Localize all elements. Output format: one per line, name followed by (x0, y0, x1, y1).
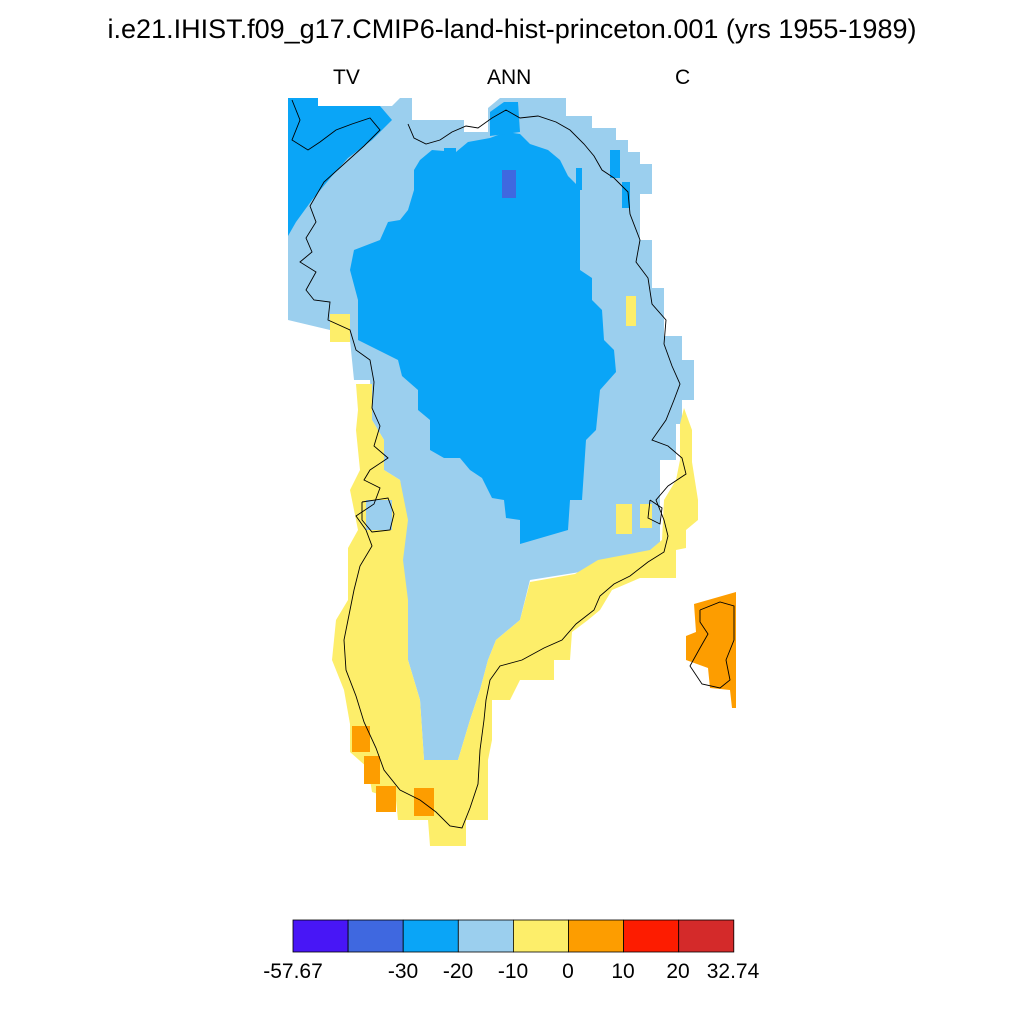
colorbar-swatch (292, 919, 349, 953)
region-orange-cell-2 (364, 756, 380, 784)
colorbar-swatch (678, 919, 735, 953)
region-yellow-cell-ne (626, 296, 636, 326)
coastline-greenland (291, 99, 687, 829)
region-yellow-coast-west (332, 384, 698, 846)
subtitle-season: ANN (487, 66, 532, 89)
region-blue-north-fjord (490, 102, 520, 136)
colorbar (292, 919, 735, 953)
coastline-inner-fjord-a (361, 497, 395, 533)
colorbar-tick-label: -57.67 (263, 960, 323, 983)
region-blue-strip-a (444, 148, 456, 190)
colorbar-swatch (402, 919, 459, 953)
region-blue-strip-b (458, 158, 466, 192)
region-blue-strip-e (576, 168, 582, 190)
region-orange-cell-1 (352, 726, 370, 752)
colorbar-tick-label: 20 (666, 960, 690, 983)
colorbar-tick-label: 10 (611, 960, 635, 983)
region-orange-cell-3 (376, 786, 396, 812)
colorbar-tick-label: -20 (442, 960, 474, 983)
colorbar-tick-label: -30 (387, 960, 419, 983)
subtitle-variable: TV (333, 66, 360, 89)
region-yellow-cell-e2 (640, 504, 652, 528)
region-lightblue-lake (366, 500, 392, 530)
region-blue-strip-c (610, 150, 620, 178)
region-darkblue-cell (502, 170, 516, 198)
coastline-iceland (689, 601, 735, 689)
colorbar-swatch (568, 919, 624, 953)
region-orange-cell-4 (414, 788, 434, 816)
map-fill-regions (288, 98, 736, 846)
subtitle-units: C (675, 66, 691, 89)
region-yellow-cell-nw (330, 314, 350, 342)
coastline (291, 99, 735, 829)
colorbar-tick-label: 32.74 (706, 960, 760, 983)
colorbar-swatch (347, 919, 404, 953)
coastline-inner-fjord-b (647, 499, 663, 525)
colorbar-swatch (513, 919, 569, 953)
colorbar-swatch (623, 919, 680, 953)
region-yellow-cell-e1 (616, 504, 632, 534)
region-orange-iceland (686, 592, 736, 708)
region-blue-interior (350, 132, 616, 544)
colorbar-tick-label: -10 (497, 960, 529, 983)
plot-title: i.e21.IHIST.f09_g17.CMIP6-land-hist-prin… (107, 14, 917, 44)
colorbar-swatch (457, 919, 514, 953)
colorbar-tick-label: 0 (562, 960, 574, 983)
